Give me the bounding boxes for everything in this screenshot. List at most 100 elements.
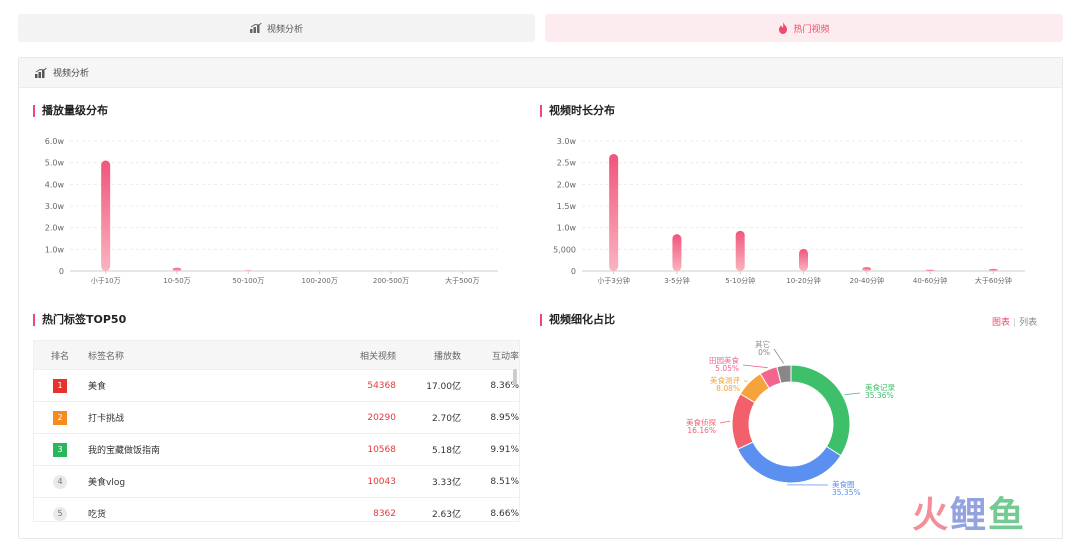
chart-view-toggle[interactable]: 图表 xyxy=(992,318,1011,328)
slice-percent-label: 35.35% xyxy=(832,488,861,497)
videos-cell: 54368 xyxy=(367,380,396,391)
tag-name-cell[interactable]: 吃货 xyxy=(88,510,107,520)
list-view-toggle[interactable]: 列表 xyxy=(1019,318,1038,328)
bar-chart-icon xyxy=(35,67,47,78)
y-tick-label: 5,000 xyxy=(553,245,576,254)
hot-tags-title: 热门标签TOP50 xyxy=(33,314,126,326)
bar[interactable] xyxy=(735,230,745,271)
slice-name-label: 美食侦探 xyxy=(686,417,716,427)
bar[interactable] xyxy=(799,248,808,271)
y-tick-label: 2.0w xyxy=(45,224,65,233)
bar[interactable] xyxy=(862,267,872,271)
videos-cell: 10043 xyxy=(367,476,396,487)
view-toggle: 图表 | 列表 xyxy=(992,318,1038,328)
slice-name-label: 美食测评 xyxy=(710,375,740,385)
slice-percent-label: 0% xyxy=(758,348,770,357)
table-row[interactable]: 1 美食 54368 17.00亿 8.36% xyxy=(34,369,519,401)
rank-cell: 5 xyxy=(34,506,86,521)
tab-hot-videos[interactable]: 热门视频 xyxy=(545,14,1063,42)
tag-name-cell[interactable]: 美食vlog xyxy=(88,478,126,488)
slice-name-label: 美食记录 xyxy=(865,382,895,392)
rank-badge: 5 xyxy=(53,506,67,521)
play-distribution-chart: 0 1.0w 2.0w 3.0w 4.0w 5.0w 6.0w 小于10万 10-50万 50-1… xyxy=(45,137,498,285)
slice-name-label: 美食圈 xyxy=(832,479,855,489)
rate-cell: 8.95% xyxy=(490,412,519,423)
x-tick-label: 20-40分钟 xyxy=(850,276,884,285)
y-tick-label: 1.0w xyxy=(45,245,65,254)
donut-slice[interactable] xyxy=(790,364,851,457)
x-tick-label: 200-500万 xyxy=(373,277,409,285)
table-row[interactable]: 5 吃货 8362 2.63亿 8.66% xyxy=(34,497,519,521)
x-tick-label: 50-100万 xyxy=(232,277,264,285)
slice-name-label: 其它 xyxy=(755,339,770,349)
y-tick-label: 5.0w xyxy=(45,159,65,168)
videos-cell: 20290 xyxy=(367,412,396,423)
y-tick-label: 1.5w xyxy=(557,202,577,211)
tag-name-cell[interactable]: 我的宝藏做饭指南 xyxy=(88,446,161,456)
video-analysis-panel: 视频分析 xyxy=(18,57,1063,539)
bar[interactable] xyxy=(243,270,253,271)
rank-cell: 3 xyxy=(34,442,86,457)
duration-distribution-title: 视频时长分布 xyxy=(540,105,615,117)
rank-badge: 2 xyxy=(53,410,67,425)
table-row[interactable]: 4 美食vlog 10043 3.33亿 8.51% xyxy=(34,465,519,497)
donut-slice[interactable] xyxy=(776,364,792,384)
videos-cell: 10568 xyxy=(367,444,396,455)
rank-cell: 4 xyxy=(34,474,86,489)
rate-cell: 8.51% xyxy=(490,476,519,487)
bar[interactable] xyxy=(672,234,682,271)
table-scrollbar[interactable] xyxy=(513,369,517,385)
play-distribution-title: 播放量级分布 xyxy=(33,105,108,117)
slice-percent-label: 8.08% xyxy=(716,384,740,393)
y-tick-label: 2.5w xyxy=(557,159,577,168)
plays-cell: 5.18亿 xyxy=(431,446,461,456)
tag-name-cell[interactable]: 打卡挑战 xyxy=(88,414,125,424)
y-tick-label: 0 xyxy=(571,267,576,276)
slice-percent-label: 16.16% xyxy=(687,426,716,435)
table-row[interactable]: 3 我的宝藏做饭指南 10568 5.18亿 9.91% xyxy=(34,433,519,465)
watermark-logo: 火鲤鱼 xyxy=(912,495,1027,536)
bar[interactable] xyxy=(988,268,998,271)
videos-cell: 8362 xyxy=(373,508,396,519)
tab-video-analysis-label: 视频分析 xyxy=(266,24,303,35)
plays-cell: 2.63亿 xyxy=(431,510,461,520)
rank-badge: 1 xyxy=(53,378,67,393)
bar-chart-icon xyxy=(249,23,262,33)
leader-line xyxy=(844,392,861,396)
tab-video-analysis[interactable]: 视频分析 xyxy=(18,14,535,42)
rank-badge: 3 xyxy=(53,442,67,457)
bar[interactable] xyxy=(925,269,935,271)
rank-cell: 1 xyxy=(34,378,86,393)
x-tick-label: 5-10分钟 xyxy=(725,276,755,285)
x-tick-label: 100-200万 xyxy=(302,277,338,285)
table-body: 1 美食 54368 17.00亿 8.36% 2 打卡挑战 20290 2.70… xyxy=(34,369,519,521)
x-tick-label: 40-60分钟 xyxy=(913,276,947,285)
col-videos: 相关视频 xyxy=(359,351,396,362)
panel-title: 视频分析 xyxy=(53,69,90,79)
donut-slice[interactable] xyxy=(731,393,756,450)
panel-header: 视频分析 xyxy=(19,58,1062,88)
slice-percent-label: 5.05% xyxy=(715,364,739,373)
y-tick-label: 4.0w xyxy=(45,180,65,189)
y-tick-label: 0 xyxy=(59,267,64,276)
plays-cell: 3.33亿 xyxy=(431,478,461,488)
donut-slice[interactable] xyxy=(736,441,842,484)
tag-name-cell[interactable]: 美食 xyxy=(88,382,107,392)
leader-line xyxy=(719,420,731,424)
plays-cell: 2.70亿 xyxy=(431,414,461,424)
x-tick-label: 大于500万 xyxy=(445,276,479,285)
table-row[interactable]: 2 打卡挑战 20290 2.70亿 8.95% xyxy=(34,401,519,433)
x-tick-label: 大于60分钟 xyxy=(975,276,1012,285)
plays-cell: 17.00亿 xyxy=(426,382,461,392)
y-tick-label: 1.0w xyxy=(557,224,577,233)
tab-hot-videos-label: 热门视频 xyxy=(793,24,830,35)
rate-cell: 8.36% xyxy=(490,380,519,391)
bar[interactable] xyxy=(609,154,619,271)
bar[interactable] xyxy=(172,267,182,271)
rank-badge: 4 xyxy=(53,474,67,489)
bar[interactable] xyxy=(101,160,111,272)
x-tick-label: 小于3分钟 xyxy=(597,276,629,285)
top-tabbar: 视频分析 热门视频 xyxy=(18,14,1063,42)
x-tick-label: 10-20分钟 xyxy=(786,276,820,285)
